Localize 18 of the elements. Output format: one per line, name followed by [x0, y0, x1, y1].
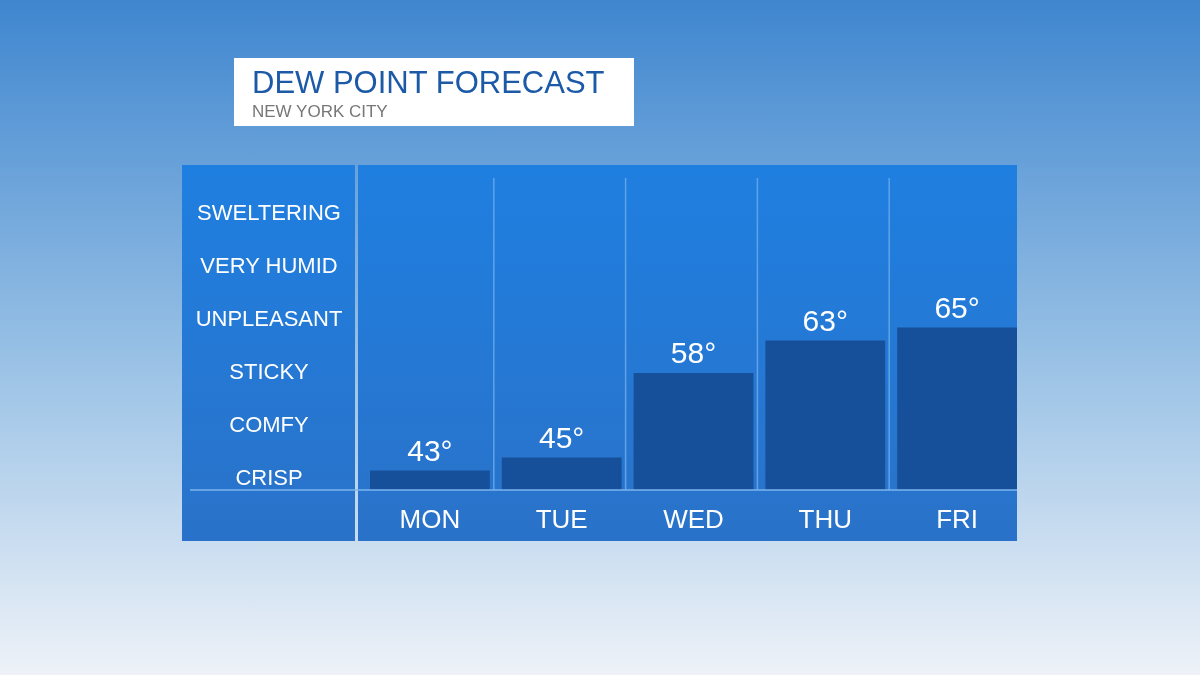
text: COMFY [229, 411, 310, 437]
x-tick-label: MON [399, 504, 461, 534]
data-label: 58° [670, 336, 717, 369]
x-tick-label: TUE [535, 504, 588, 534]
x-tick-label: WED [663, 504, 724, 534]
chart-title: DEW POINT FORECAST [252, 65, 605, 100]
text: STICKY [229, 358, 310, 384]
text: SWELTERING [197, 199, 341, 225]
data-label: 65° [934, 290, 980, 324]
chart-subtitle: NEW YORK CITY [252, 102, 388, 121]
data-label: 63° [802, 303, 848, 337]
text: UNPLEASANT [195, 305, 343, 331]
x-tick-label: FRI [936, 504, 979, 534]
text: VERY HUMID [200, 252, 338, 278]
data-label: 45° [539, 420, 585, 454]
data-label: 43° [407, 433, 453, 467]
x-tick-label: THU [798, 504, 853, 534]
text: CRISP [235, 464, 303, 490]
